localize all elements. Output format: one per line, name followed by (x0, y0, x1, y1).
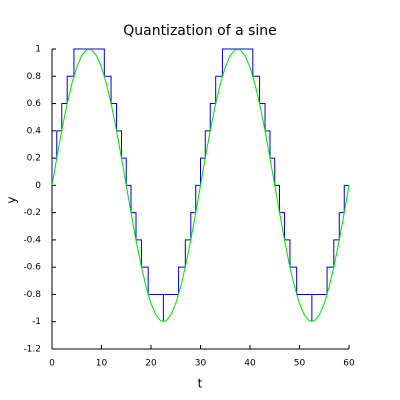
x-tick-label: 50 (294, 359, 306, 369)
y-tick-label: -0.2 (23, 208, 41, 218)
y-tick-label: -0.6 (23, 263, 41, 273)
x-tick-label: 40 (244, 359, 256, 369)
x-tick-label: 20 (145, 359, 157, 369)
y-tick-label: 1 (35, 45, 41, 55)
x-tick-label: 10 (96, 359, 108, 369)
y-tick-label: 0.8 (27, 72, 42, 82)
chart-title: Quantization of a sine (123, 23, 277, 39)
x-tick-label: 0 (49, 359, 55, 369)
y-tick-label: -1.2 (23, 345, 41, 355)
y-tick-label: 0 (35, 181, 41, 191)
y-tick-label: -0.8 (23, 290, 41, 300)
x-tick-label: 30 (195, 359, 207, 369)
y-tick-label: -1 (32, 317, 41, 327)
y-tick-label: 0.4 (27, 126, 42, 136)
x-axis-label: t (198, 377, 203, 391)
y-tick-label: -0.4 (23, 235, 41, 245)
y-axis-label: y (5, 196, 19, 203)
series-line (51, 49, 350, 322)
y-tick-label: 0.6 (27, 99, 42, 109)
y-tick-label: 0.2 (27, 154, 41, 164)
x-tick-label: 60 (343, 359, 355, 369)
